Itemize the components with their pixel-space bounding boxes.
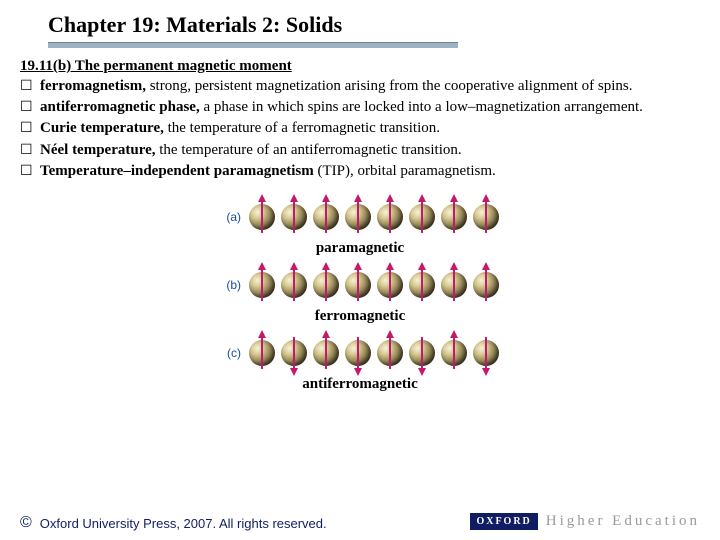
figure-c: (c) antiferromagnetic <box>219 331 501 393</box>
bullet-text: (TIP), orbital paramagnetism. <box>314 163 496 179</box>
spin-sphere <box>343 263 373 307</box>
spin-sphere <box>407 263 437 307</box>
spin-sphere <box>439 263 469 307</box>
spin-sphere <box>343 331 373 375</box>
title-underline <box>48 42 458 48</box>
caption-c: antiferromagnetic <box>302 376 418 393</box>
spin-sphere <box>279 331 309 375</box>
publisher-text: Oxford University Press, 2007. All right… <box>40 516 327 531</box>
list-item: ☐ Néel temperature, the temperature of a… <box>20 141 700 160</box>
chapter-title: Chapter 19: Materials 2: Solids <box>48 12 700 38</box>
bullet-marker: ☐ <box>20 99 40 117</box>
spin-sphere <box>279 195 309 239</box>
figure-a: (a) paramagnetic <box>219 195 501 257</box>
list-item: ☐ Curie temperature, the temperature of … <box>20 119 700 138</box>
section-heading: 19.11(b) The permanent magnetic moment <box>20 58 700 75</box>
list-item: ☐ ferromagnetism, strong, persistent mag… <box>20 77 700 96</box>
bullet-text: the temperature of an antiferromagnetic … <box>156 142 462 158</box>
higher-ed-text: Higher Education <box>546 513 700 530</box>
spin-sphere <box>311 331 341 375</box>
spin-sphere <box>471 263 501 307</box>
subfig-label: (a) <box>219 210 241 224</box>
slide: Chapter 19: Materials 2: Solids 19.11(b)… <box>0 0 720 393</box>
figure-b: (b) ferromagnetic <box>219 263 501 325</box>
bullet-term: ferromagnetism, <box>40 78 146 94</box>
bullet-text: strong, persistent magnetization arising… <box>146 78 633 94</box>
spin-sphere <box>247 195 277 239</box>
sphere-row-a <box>247 195 501 239</box>
caption-a: paramagnetic <box>316 240 404 257</box>
spin-sphere <box>311 263 341 307</box>
bullet-term: Temperature–independent paramagnetism <box>40 163 314 179</box>
bullet-term: Néel temperature, <box>40 142 156 158</box>
caption-b: ferromagnetic <box>315 308 406 325</box>
bullet-marker: ☐ <box>20 120 40 138</box>
bullet-text: the temperature of a ferromagnetic trans… <box>164 120 440 136</box>
bullet-marker: ☐ <box>20 142 40 160</box>
subfig-label: (c) <box>219 346 241 360</box>
spin-sphere <box>247 263 277 307</box>
list-item: ☐ Temperature–independent paramagnetism … <box>20 162 700 181</box>
sphere-row-b <box>247 263 501 307</box>
bullet-term: Curie temperature, <box>40 120 164 136</box>
sphere-row-c <box>247 331 501 375</box>
copyright-icon: © <box>20 514 32 532</box>
spin-sphere <box>375 195 405 239</box>
spin-sphere <box>439 331 469 375</box>
spin-sphere <box>279 263 309 307</box>
spin-sphere <box>471 331 501 375</box>
oxford-badge: OXFORD <box>470 513 537 530</box>
spin-sphere <box>471 195 501 239</box>
bullet-term: antiferromagnetic phase, <box>40 99 200 115</box>
figure-area: (a) paramagnetic (b) ferromagnetic (c) a… <box>20 195 700 393</box>
footer-left: © Oxford University Press, 2007. All rig… <box>20 514 327 532</box>
spin-sphere <box>343 195 373 239</box>
list-item: ☐ antiferromagnetic phase, a phase in wh… <box>20 98 700 117</box>
spin-sphere <box>407 195 437 239</box>
spin-sphere <box>375 331 405 375</box>
spin-sphere <box>375 263 405 307</box>
bullet-marker: ☐ <box>20 163 40 181</box>
spin-sphere <box>311 195 341 239</box>
footer-right: OXFORD Higher Education <box>470 513 700 530</box>
spin-sphere <box>439 195 469 239</box>
bullet-list: ☐ ferromagnetism, strong, persistent mag… <box>20 77 700 181</box>
subfig-label: (b) <box>219 278 241 292</box>
spin-sphere <box>407 331 437 375</box>
bullet-text: a phase in which spins are locked into a… <box>200 99 643 115</box>
bullet-marker: ☐ <box>20 78 40 96</box>
spin-sphere <box>247 331 277 375</box>
